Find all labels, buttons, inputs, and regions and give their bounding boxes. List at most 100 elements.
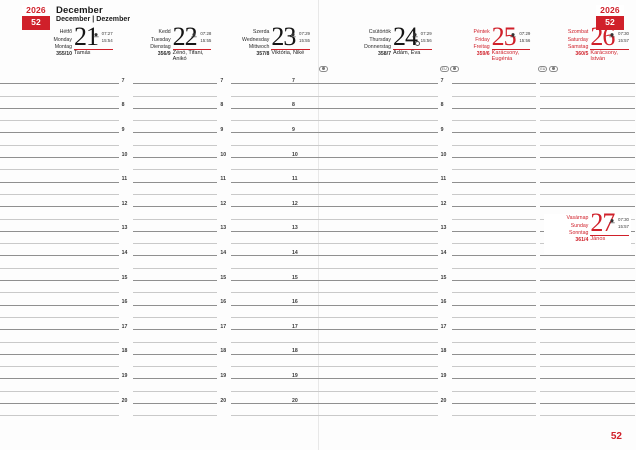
half-hour-line[interactable] <box>451 366 537 368</box>
day-column-23[interactable]: Szerda Wednesday Mittwoch 23 357/8 Viktó… <box>219 24 318 417</box>
hour-line[interactable] <box>303 353 438 355</box>
hour-line[interactable] <box>303 206 438 208</box>
half-hour-line[interactable] <box>451 390 537 392</box>
day-column-24[interactable]: Csütörtök Thursday Donnerstag 24 358/7 Á… <box>292 24 440 417</box>
rule-line[interactable] <box>540 304 636 306</box>
hour-line[interactable] <box>231 83 317 85</box>
hour-grid-25[interactable]: 7 8 9 10 11 12 13 14 15 <box>440 72 539 417</box>
half-hour-line[interactable] <box>303 243 438 245</box>
half-hour-line[interactable] <box>303 390 438 392</box>
hour-line[interactable] <box>132 304 218 306</box>
hour-line[interactable] <box>132 157 218 159</box>
half-hour-line[interactable] <box>303 95 438 97</box>
half-hour-line[interactable] <box>0 95 119 97</box>
rule-line-half[interactable] <box>540 193 636 195</box>
rule-line-half[interactable] <box>540 267 636 269</box>
half-hour-line[interactable] <box>132 218 218 220</box>
hour-line[interactable] <box>303 255 438 257</box>
half-hour-line[interactable] <box>231 218 317 220</box>
half-hour-line[interactable] <box>451 120 537 122</box>
half-hour-line[interactable] <box>0 144 119 146</box>
hour-line[interactable] <box>451 83 537 85</box>
half-hour-line[interactable] <box>0 120 119 122</box>
half-hour-line[interactable] <box>0 243 119 245</box>
hour-line[interactable] <box>0 378 119 380</box>
half-hour-line[interactable] <box>132 169 218 171</box>
half-hour-line[interactable] <box>0 267 119 269</box>
rule-line[interactable] <box>540 157 636 159</box>
hour-line[interactable] <box>231 378 317 380</box>
half-hour-line[interactable] <box>132 415 218 417</box>
hour-line[interactable] <box>451 304 537 306</box>
half-hour-line[interactable] <box>132 144 218 146</box>
hour-grid-24[interactable]: 7 8 9 10 11 12 13 14 15 <box>292 72 440 417</box>
half-hour-line[interactable] <box>132 366 218 368</box>
half-hour-line[interactable] <box>451 193 537 195</box>
half-hour-line[interactable] <box>231 390 317 392</box>
hour-grid-23[interactable]: 7 8 9 10 11 12 13 14 15 <box>219 72 318 417</box>
hour-line[interactable] <box>451 353 537 355</box>
hour-line[interactable] <box>451 132 537 134</box>
hour-line[interactable] <box>0 206 119 208</box>
rule-line[interactable] <box>540 132 636 134</box>
half-hour-line[interactable] <box>303 316 438 318</box>
hour-line[interactable] <box>132 280 218 282</box>
rule-line[interactable] <box>540 255 636 257</box>
hour-line[interactable] <box>132 206 218 208</box>
hour-line[interactable] <box>451 280 537 282</box>
half-hour-line[interactable] <box>132 95 218 97</box>
rule-line-half[interactable] <box>540 415 636 417</box>
rule-line[interactable] <box>540 378 636 380</box>
hour-line[interactable] <box>0 132 119 134</box>
hour-line[interactable] <box>303 329 438 331</box>
hour-line[interactable] <box>0 83 119 85</box>
half-hour-line[interactable] <box>231 316 317 318</box>
rule-line-half[interactable] <box>540 390 636 392</box>
half-hour-line[interactable] <box>451 218 537 220</box>
half-hour-line[interactable] <box>451 169 537 171</box>
half-hour-line[interactable] <box>0 341 119 343</box>
half-hour-line[interactable] <box>451 144 537 146</box>
hour-line[interactable] <box>0 107 119 109</box>
half-hour-line[interactable] <box>231 144 317 146</box>
hour-line[interactable] <box>132 181 218 183</box>
half-hour-line[interactable] <box>132 292 218 294</box>
half-hour-line[interactable] <box>132 267 218 269</box>
half-hour-line[interactable] <box>231 267 317 269</box>
hour-line[interactable] <box>303 83 438 85</box>
hour-line[interactable] <box>451 378 537 380</box>
hour-line[interactable] <box>451 181 537 183</box>
half-hour-line[interactable] <box>303 341 438 343</box>
half-hour-line[interactable] <box>303 218 438 220</box>
hour-grid-22[interactable]: 7 8 9 10 11 12 13 14 15 <box>121 72 220 417</box>
half-hour-line[interactable] <box>0 169 119 171</box>
rule-line[interactable] <box>540 83 636 85</box>
half-hour-line[interactable] <box>451 292 537 294</box>
hour-line[interactable] <box>451 230 537 232</box>
hour-line[interactable] <box>0 255 119 257</box>
hour-line[interactable] <box>303 181 438 183</box>
half-hour-line[interactable] <box>0 366 119 368</box>
hour-line[interactable] <box>0 280 119 282</box>
hour-line[interactable] <box>132 329 218 331</box>
hour-line[interactable] <box>303 230 438 232</box>
half-hour-line[interactable] <box>451 267 537 269</box>
rule-line-half[interactable] <box>540 341 636 343</box>
rule-line[interactable] <box>540 329 636 331</box>
hour-line[interactable] <box>231 230 317 232</box>
hour-line[interactable] <box>451 206 537 208</box>
hour-line[interactable] <box>132 378 218 380</box>
hour-line[interactable] <box>303 304 438 306</box>
rule-line[interactable] <box>540 206 636 208</box>
hour-line[interactable] <box>451 329 537 331</box>
day-header-27[interactable]: Vasárnap Sunday Sonntag 27 361/4 János <box>544 210 632 254</box>
half-hour-line[interactable] <box>231 243 317 245</box>
hour-line[interactable] <box>132 255 218 257</box>
half-hour-line[interactable] <box>0 415 119 417</box>
half-hour-line[interactable] <box>303 292 438 294</box>
half-hour-line[interactable] <box>231 341 317 343</box>
hour-grid-21[interactable]: 7 8 9 10 11 12 13 14 15 <box>0 72 121 417</box>
hour-line[interactable] <box>231 280 317 282</box>
rule-line[interactable] <box>540 403 636 405</box>
half-hour-line[interactable] <box>303 169 438 171</box>
